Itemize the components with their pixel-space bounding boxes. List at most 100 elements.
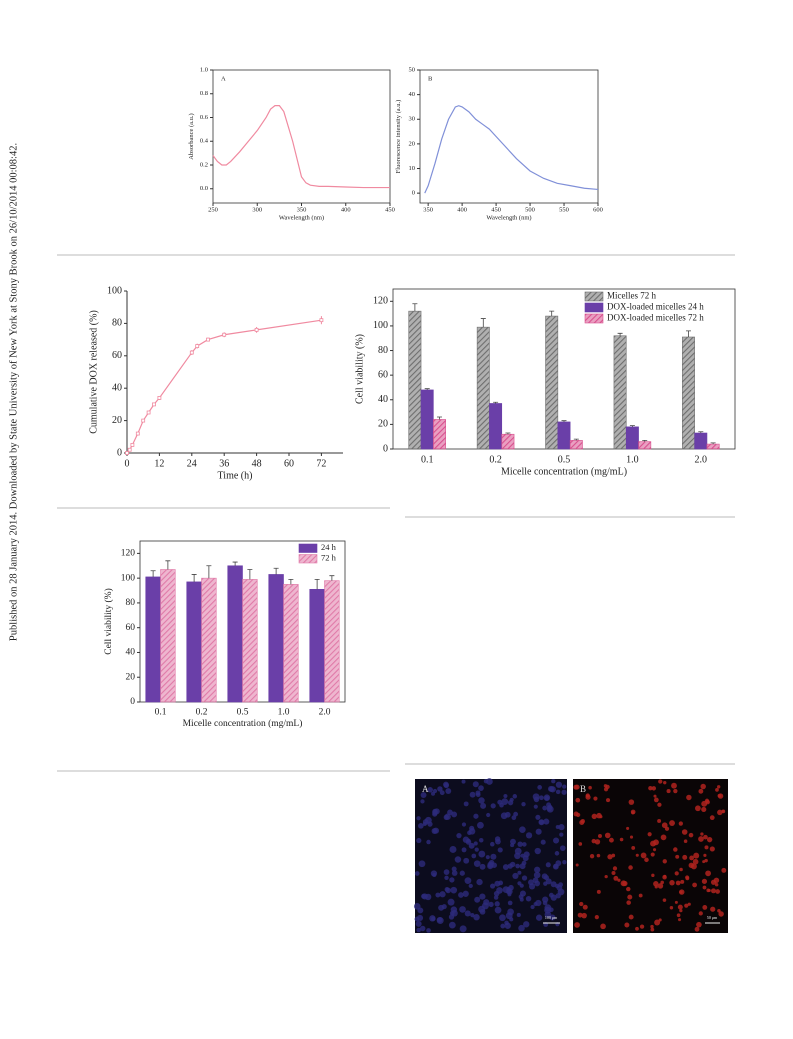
- cell: [426, 839, 431, 845]
- x-tick-label: 24: [187, 458, 197, 469]
- data-point: [195, 344, 200, 348]
- cell: [555, 789, 561, 795]
- legend-swatch: [298, 554, 318, 564]
- cell: [502, 864, 509, 870]
- cell: [653, 839, 659, 846]
- legend-swatch: [584, 291, 604, 302]
- cell: [639, 924, 645, 929]
- cell: [562, 784, 567, 789]
- x-tick-label: 250: [208, 207, 218, 214]
- y-tick-label: 0.2: [200, 161, 208, 168]
- cell: [580, 819, 586, 824]
- cell: [429, 915, 436, 922]
- cell: [518, 924, 525, 932]
- cell: [651, 786, 657, 791]
- bar: [186, 581, 202, 703]
- cell: [523, 921, 530, 928]
- cell: [468, 883, 473, 888]
- cell: [715, 889, 721, 894]
- y-tick-label: 0: [383, 443, 388, 454]
- plot-frame: [419, 69, 599, 204]
- cell: [709, 846, 715, 852]
- x-tick-label: 600: [593, 207, 603, 214]
- cell: [600, 923, 606, 930]
- cell: [499, 802, 504, 808]
- cell: [490, 853, 497, 860]
- cell: [626, 900, 631, 905]
- x-tick-label: 0.5: [237, 708, 249, 718]
- cell: [479, 893, 486, 900]
- cell: [490, 883, 496, 889]
- cell: [461, 779, 466, 784]
- bar: [160, 569, 176, 703]
- cell: [500, 923, 506, 929]
- bar: [283, 584, 299, 703]
- cell: [578, 842, 583, 846]
- cell: [532, 793, 540, 801]
- cell: [675, 880, 681, 886]
- cell: [596, 853, 601, 858]
- error-bar: [329, 575, 335, 581]
- bar: [420, 389, 434, 450]
- error-bar: [617, 332, 623, 336]
- cell: [444, 875, 449, 880]
- cell: [437, 786, 443, 792]
- cell: [700, 783, 706, 790]
- cell: [514, 852, 521, 860]
- cell: [591, 838, 597, 844]
- cell: [688, 832, 694, 838]
- cell: [418, 823, 424, 829]
- scale-label: 100 μm: [545, 915, 558, 920]
- cell: [509, 797, 514, 802]
- cell: [493, 890, 500, 897]
- cell: [694, 926, 700, 932]
- cell: [538, 819, 545, 826]
- error-bar: [493, 401, 499, 404]
- cell: [679, 867, 683, 872]
- data-point: [222, 332, 227, 337]
- bar: [201, 577, 217, 703]
- cell: [558, 824, 565, 831]
- cell: [585, 793, 590, 798]
- bar: [227, 565, 243, 703]
- cell: [535, 914, 543, 921]
- x-tick-label: 1.0: [278, 708, 290, 718]
- cell: [470, 912, 475, 918]
- bar: [145, 576, 161, 703]
- cell: [710, 906, 716, 912]
- cell: [504, 811, 511, 818]
- cell: [507, 892, 512, 897]
- cell: [506, 887, 511, 892]
- data-point: [189, 350, 194, 355]
- cell: [628, 799, 635, 805]
- data-point: [319, 318, 324, 323]
- cell: [515, 863, 520, 869]
- cell: [711, 888, 716, 894]
- cell: [480, 802, 487, 809]
- cell: [422, 821, 427, 827]
- cell: [613, 875, 619, 881]
- cell: [662, 859, 667, 864]
- cell: [575, 797, 581, 803]
- x-tick-label: 36: [219, 458, 229, 469]
- cell: [516, 912, 521, 918]
- x-tick-label: 550: [559, 207, 569, 214]
- cell: [478, 837, 484, 843]
- x-axis-label: Time (h): [218, 470, 253, 481]
- y-tick-label: 0.6: [200, 114, 209, 121]
- cell: [546, 805, 553, 812]
- cell: [507, 900, 513, 906]
- cell: [628, 865, 633, 870]
- cell: [420, 799, 425, 804]
- cell: [552, 863, 559, 870]
- cell: [522, 855, 529, 862]
- y-tick-label: 60: [126, 623, 136, 633]
- cell: [420, 925, 426, 932]
- cell: [701, 806, 707, 813]
- cell: [528, 879, 534, 886]
- cell: [626, 826, 630, 830]
- cell: [647, 832, 652, 837]
- bar: [501, 433, 515, 450]
- y-tick-label: 40: [112, 382, 122, 393]
- cell: [593, 796, 598, 801]
